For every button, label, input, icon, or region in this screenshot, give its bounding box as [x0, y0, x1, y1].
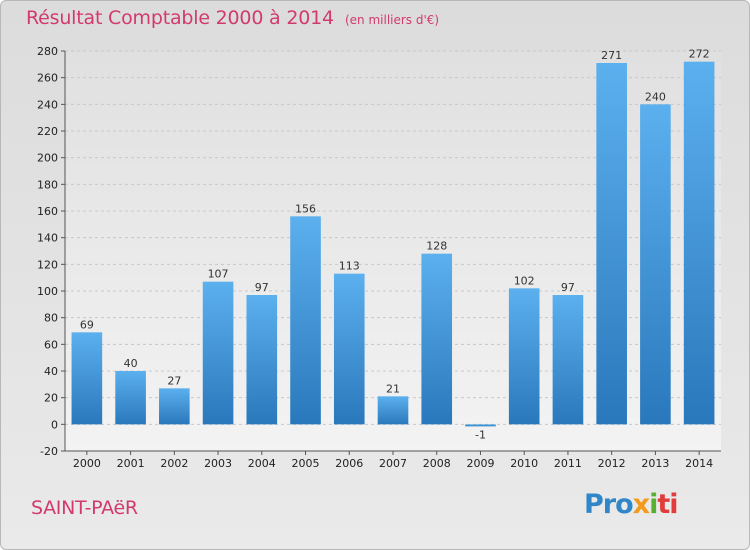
y-tick-label: 100	[37, 285, 58, 298]
y-tick-label: 280	[37, 45, 58, 58]
x-tick-label-2006: 2006	[335, 457, 363, 470]
value-label-2001: 40	[124, 357, 138, 370]
y-tick-label: 120	[37, 258, 58, 271]
value-label-2013: 240	[645, 90, 666, 103]
logo-part-1: Pro	[584, 489, 634, 520]
x-tick-label-2007: 2007	[379, 457, 407, 470]
bar-2012	[596, 63, 627, 425]
x-tick-label-2013: 2013	[641, 457, 669, 470]
y-tick-label: 160	[37, 205, 58, 218]
y-tick-label: 80	[44, 312, 58, 325]
x-tick-label-2011: 2011	[554, 457, 582, 470]
bar-2011	[552, 295, 584, 425]
y-tick-label: 60	[44, 338, 58, 351]
y-tick-label: 0	[51, 418, 58, 431]
bar-2013	[640, 104, 671, 425]
bar-2009	[465, 424, 496, 427]
x-tick-label-2001: 2001	[117, 457, 145, 470]
logo-part-4: ti	[657, 489, 678, 520]
proxiti-logo: Proxiti	[584, 489, 679, 520]
bar-2005	[290, 216, 321, 425]
y-tick-label: 140	[37, 232, 58, 245]
x-tick-label-2014: 2014	[685, 457, 713, 470]
bar-2008	[421, 253, 453, 425]
x-tick-label-2004: 2004	[248, 457, 276, 470]
y-tick-label: 200	[37, 152, 58, 165]
value-label-2014: 272	[689, 48, 710, 61]
bar-2001	[115, 371, 146, 425]
chart-title: Résultat Comptable 2000 à 2014	[26, 7, 334, 29]
y-tick-label: 180	[37, 178, 58, 191]
place-name: SAINT-PAëR	[31, 497, 138, 519]
x-tick-label-2008: 2008	[423, 457, 451, 470]
bar-2003	[202, 281, 234, 425]
x-tick-label-2003: 2003	[204, 457, 232, 470]
bar-2002	[159, 388, 190, 425]
y-tick-label: 240	[37, 98, 58, 111]
x-tick-label-2012: 2012	[598, 457, 626, 470]
value-label-2008: 128	[426, 240, 447, 253]
y-tick-label: 260	[37, 72, 58, 85]
x-tick-label-2009: 2009	[466, 457, 494, 470]
x-tick-label-2005: 2005	[292, 457, 320, 470]
bar-2010	[508, 288, 540, 425]
logo-part-2: x	[632, 489, 650, 520]
x-tick-label-2010: 2010	[510, 457, 538, 470]
y-tick-label: 220	[37, 125, 58, 138]
y-tick-label: 20	[44, 392, 58, 405]
value-label-2002: 27	[167, 374, 181, 387]
value-label-2012: 271	[601, 49, 622, 62]
bar-2004	[246, 295, 278, 425]
logo-part-3: i	[649, 489, 658, 520]
value-label-2005: 156	[295, 202, 316, 215]
value-label-2010: 102	[514, 274, 535, 287]
bar-2007	[377, 396, 409, 425]
value-label-2011: 97	[561, 281, 575, 294]
value-label-2004: 97	[255, 281, 269, 294]
chart-title-row: Résultat Comptable 2000 à 2014 (en milli…	[26, 7, 439, 29]
chart-subtitle: (en milliers d'€)	[344, 13, 440, 27]
bar-2006	[333, 273, 365, 425]
value-label-2006: 113	[339, 260, 360, 273]
x-tick-label-2002: 2002	[160, 457, 188, 470]
value-label-2009: -1	[475, 428, 486, 441]
y-tick-label: -20	[40, 445, 58, 458]
bar-2000	[71, 332, 103, 425]
value-label-2000: 69	[80, 318, 94, 331]
value-label-2003: 107	[208, 268, 229, 281]
bar-2014	[683, 61, 715, 425]
x-tick-label-2000: 2000	[73, 457, 101, 470]
value-label-2007: 21	[386, 382, 400, 395]
y-tick-label: 40	[44, 365, 58, 378]
